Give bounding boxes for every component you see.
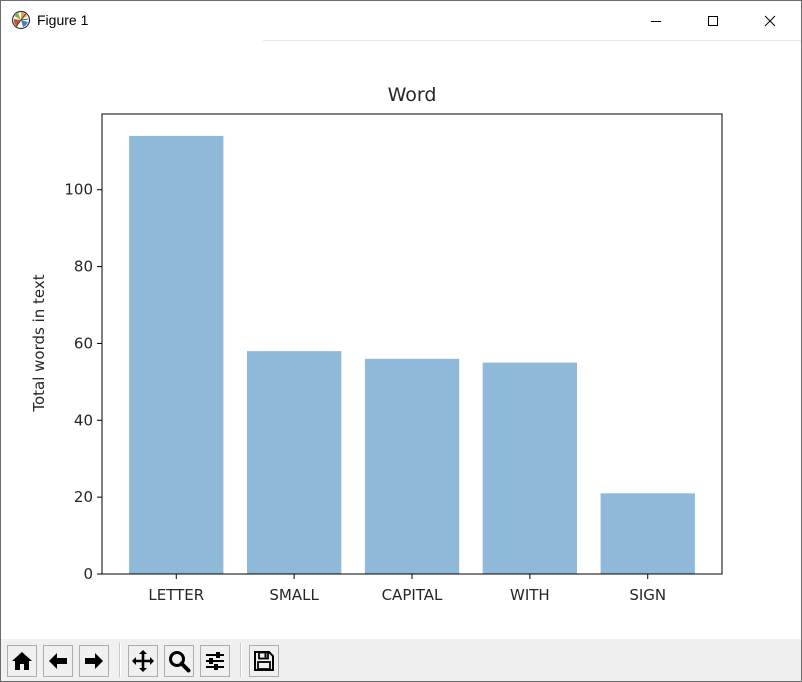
configure-subplots-button[interactable] [200, 645, 230, 677]
minimize-button[interactable] [633, 1, 679, 40]
bar-small [247, 351, 342, 574]
configure-subplots-icon [206, 652, 224, 670]
save-icon [254, 651, 274, 671]
x-tick-label: SIGN [629, 586, 666, 604]
x-tick-label: SMALL [269, 586, 319, 604]
back-arrow-icon [49, 653, 67, 669]
y-tick-label: 100 [64, 181, 93, 199]
y-tick-label: 20 [74, 488, 93, 506]
y-axis-label: Total words in text [30, 274, 48, 412]
title-bar[interactable]: Figure 1 [1, 1, 801, 40]
zoom-icon [169, 651, 191, 673]
y-tick-label: 80 [74, 258, 93, 276]
y-tick-label: 0 [83, 565, 93, 583]
bar-sign [600, 493, 695, 574]
zoom-button[interactable] [164, 645, 194, 677]
x-tick-label: WITH [510, 586, 550, 604]
plot-area-frame [101, 113, 723, 575]
home-icon [12, 652, 32, 670]
y-tick-label: 40 [74, 411, 93, 429]
home-button[interactable] [7, 645, 37, 677]
y-tick-label: 60 [74, 334, 93, 352]
window-title: Figure 1 [37, 12, 89, 28]
toolbar-separator [240, 643, 242, 677]
back-arrow-button[interactable] [43, 645, 73, 677]
matplotlib-logo-icon [11, 10, 31, 30]
maximize-button[interactable] [690, 1, 736, 40]
title-bar-divider [263, 40, 801, 41]
bar-capital [364, 358, 460, 574]
close-button[interactable] [747, 1, 793, 40]
close-icon [764, 15, 776, 26]
bar-letter [129, 135, 224, 574]
navigation-toolbar [1, 639, 801, 681]
forward-arrow-icon [85, 653, 103, 669]
x-tick-label: CAPITAL [382, 586, 443, 604]
minimize-icon [651, 20, 661, 22]
pan-icon [132, 650, 154, 672]
toolbar-separator [119, 643, 121, 677]
forward-arrow-button[interactable] [79, 645, 109, 677]
chart-title: Word [388, 84, 437, 106]
maximize-icon [708, 15, 718, 26]
figure-canvas[interactable]: Word Total words in text LETTER SMALL CAPI… [1, 41, 801, 639]
save-button[interactable] [249, 645, 279, 677]
x-tick-label: LETTER [148, 586, 204, 604]
pan-button[interactable] [128, 645, 158, 677]
bar-chart: Word Total words in text LETTER SMALL CAPI… [30, 84, 723, 604]
bar-with [482, 362, 577, 574]
